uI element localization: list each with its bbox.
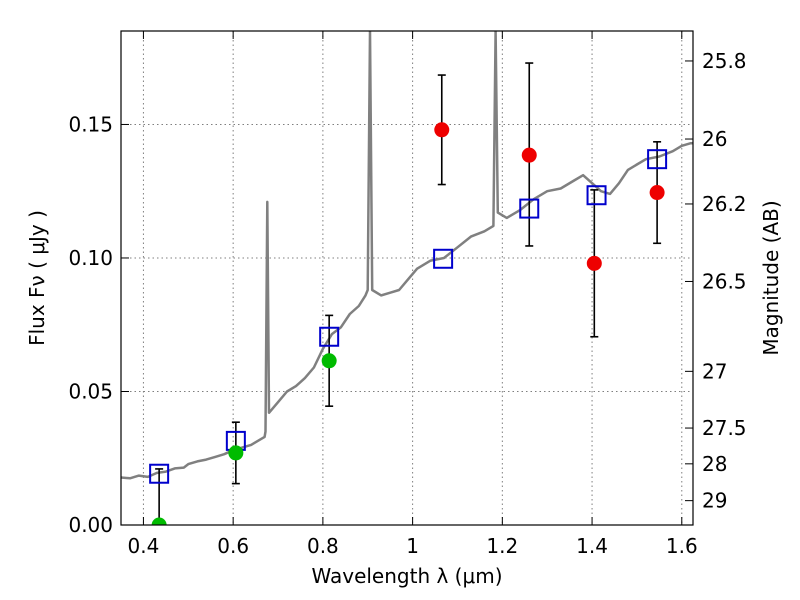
plot-frame [120,30,694,526]
observed-points [151,122,665,525]
x-tick-label: 1 [406,534,419,558]
y-axis-ticks: 0.00 0.05 0.10 0.15 [68,112,129,537]
model-photometry-box [433,248,454,269]
y-tick-label: 0.10 [68,246,113,270]
model-photometry-box [319,326,340,347]
x-axis-title: Wavelength λ (μm) [311,564,502,588]
magnitude-axis-title: Magnitude (AB) [759,200,783,355]
x-tick-label: 0.4 [128,534,160,558]
observed-point-red [649,185,665,201]
x-tick-label: 1.4 [576,534,608,558]
magnitude-tick-label: 28 [702,452,727,476]
model-photometry-boxes [149,149,668,484]
magnitude-tick-label: 26.5 [702,269,747,293]
model-photometry-box [149,463,170,484]
x-tick-label: 1.6 [666,534,698,558]
magnitude-tick-label: 25.8 [702,49,747,73]
x-axis-ticks: 0.4 0.6 0.8 1 1.2 1.4 1.6 [128,31,698,558]
magnitude-tick-label: 27 [702,359,727,383]
plot-background [121,31,693,525]
observed-point-red [586,255,602,271]
y-tick-label: 0.05 [68,379,113,403]
observed-point-green [321,353,337,369]
y-tick-label: 0.15 [68,112,113,136]
magnitude-tick-label: 27.5 [702,416,747,440]
x-tick-label: 0.6 [217,534,249,558]
magnitude-tick-label: 26.2 [702,192,747,216]
observed-point-green [151,517,167,525]
magnitude-tick-label: 29 [702,489,727,513]
y-tick-label: 0.00 [68,513,113,537]
model-photometry-box [586,185,607,206]
y-axis-title: Flux Fν ( μJy ) [25,210,49,346]
plot-area [121,31,693,525]
magnitude-axis-ticks: 25.8 26 26.2 26.5 27 27.5 28 29 [685,49,747,513]
model-photometry-box [647,149,668,170]
observed-point-red [434,122,450,138]
magnitude-tick-label: 26 [702,127,727,151]
template-spectrum-line [121,31,693,480]
x-tick-label: 1.2 [486,534,518,558]
model-photometry-box [519,198,540,219]
observed-point-red [521,147,537,163]
observed-point-green [228,445,244,461]
x-tick-label: 0.8 [307,534,339,558]
